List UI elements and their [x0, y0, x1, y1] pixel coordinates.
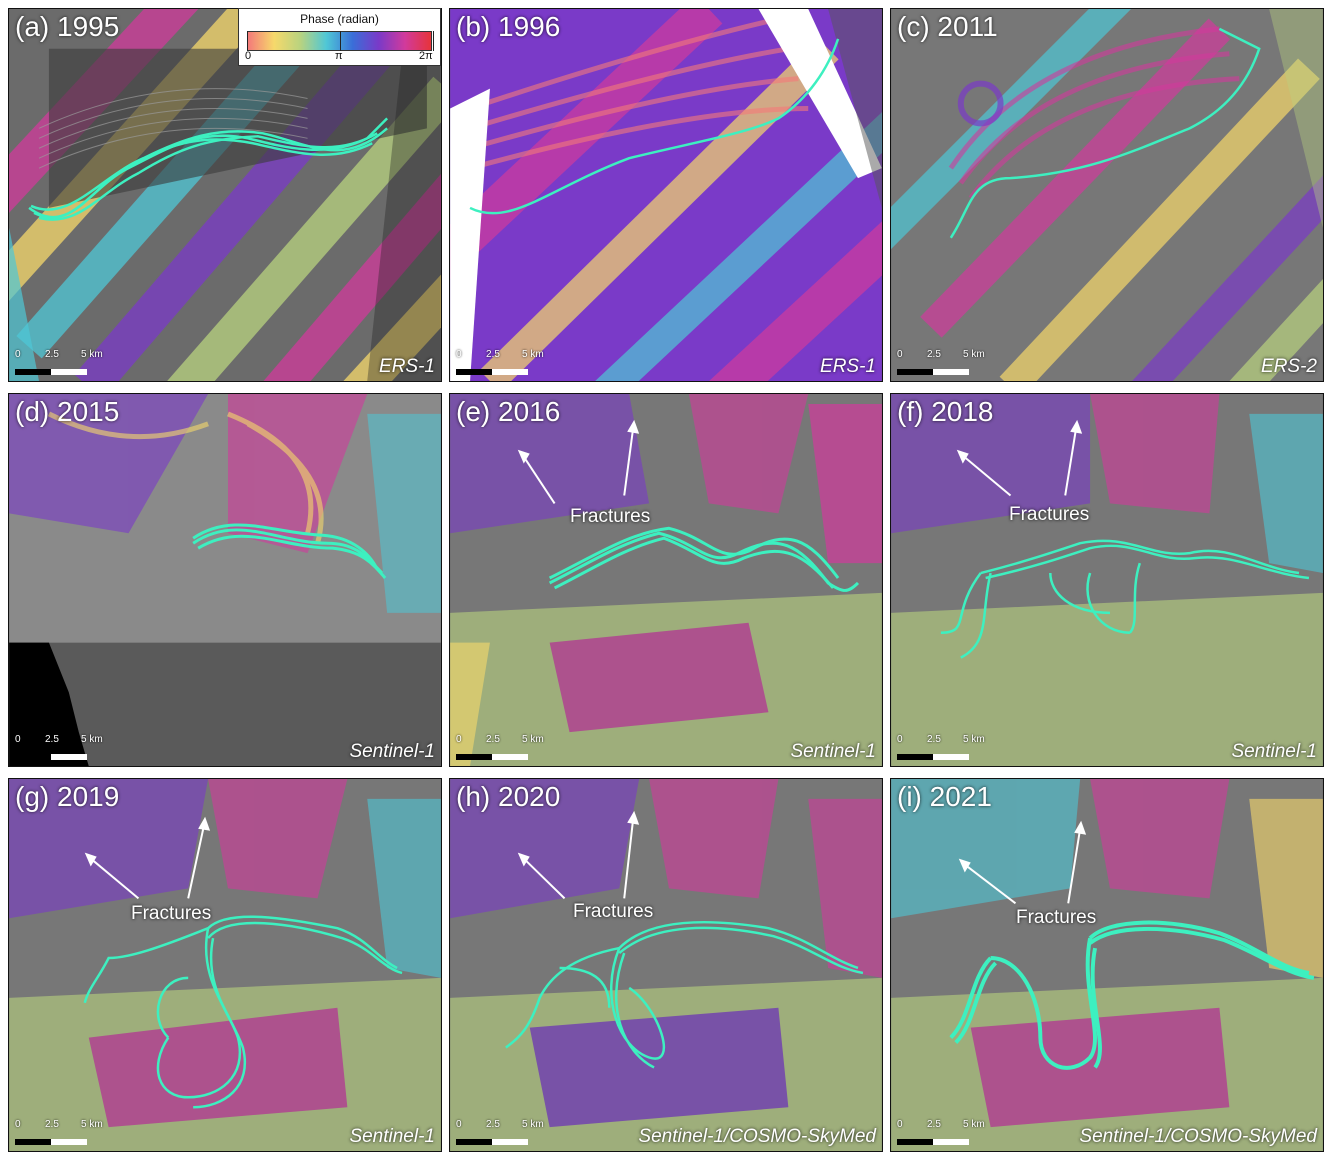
- interferogram-image: [891, 779, 1323, 1151]
- sensor-label: ERS-2: [1261, 356, 1317, 377]
- arrow-head-icon: [198, 816, 211, 831]
- panel-b: (b) 1996 ERS-1 0 2.5 5 km: [449, 8, 883, 382]
- panel-title: (c) 2011: [897, 11, 998, 42]
- fracture-label: Fractures: [1016, 907, 1097, 928]
- sensor-label: Sentinel-1/COSMO-SkyMed: [1079, 1126, 1317, 1147]
- panel-d: (d) 2015 Sentinel-1 0 2.5 5 km: [8, 393, 442, 767]
- arrow-head-icon: [627, 419, 640, 434]
- arrow-head-icon: [956, 449, 969, 464]
- scale-bar: 0 2.5 5 km: [15, 349, 135, 375]
- sensor-label: Sentinel-1: [349, 1126, 435, 1147]
- panel-title: (f) 2018: [897, 396, 994, 427]
- panel-title: (i) 2021: [897, 781, 992, 812]
- panel-h: (h) 2020 Fractures Sentinel-1/COSMO-SkyM…: [449, 778, 883, 1152]
- fracture-label: Fractures: [570, 506, 651, 527]
- panel-i: (i) 2021 Fractures Sentinel-1/COSMO-SkyM…: [890, 778, 1324, 1152]
- panel-title: (g) 2019: [15, 781, 120, 812]
- sensor-label: Sentinel-1: [1231, 741, 1317, 762]
- scale-bar: 0 2.5 5 km: [15, 1119, 135, 1145]
- arrow-head-icon: [627, 810, 640, 825]
- sensor-label: ERS-1: [820, 356, 876, 377]
- panel-title: (a) 1995: [15, 11, 120, 42]
- scale-bar: 0 2.5 5 km: [456, 734, 576, 760]
- panel-e: (e) 2016 Fractures Sentinel-1 0 2.5 5 km: [449, 393, 883, 767]
- colorbar-tick: π: [335, 50, 343, 62]
- interferogram-image: [9, 9, 441, 381]
- grounding-line-traces: [83, 915, 403, 1109]
- fracture-arrows: [90, 824, 206, 900]
- interferogram-image: [9, 394, 441, 766]
- grounding-line-traces: [548, 526, 860, 592]
- grounding-line-trace: [469, 38, 840, 215]
- fracture-label: Fractures: [131, 903, 212, 924]
- grounding-line-trace: [949, 27, 1261, 239]
- fracture-arrows: [523, 818, 635, 900]
- fracture-label: Fractures: [573, 901, 654, 922]
- panel-title: (d) 2015: [15, 396, 120, 427]
- interferogram-image: [891, 9, 1323, 381]
- scale-bar: 0 2.5 5 km: [15, 734, 135, 760]
- scale-bar: 0 2.5 5 km: [456, 349, 576, 375]
- arrow-head-icon: [517, 449, 530, 464]
- grounding-line-traces: [949, 920, 1315, 1070]
- arrow-head-icon: [1074, 820, 1087, 835]
- panel-title: (h) 2020: [456, 781, 561, 812]
- grounding-line-traces: [505, 921, 864, 1069]
- interferogram-image: [891, 394, 1323, 766]
- scale-bar: 0 2.5 5 km: [897, 734, 1017, 760]
- sensor-label: ERS-1: [379, 356, 435, 377]
- colorbar-title: Phase (radian): [300, 12, 379, 26]
- arrow-head-icon: [958, 858, 971, 873]
- phase-colorbar: Phase (radian) 0 π 2π: [238, 8, 441, 66]
- sensor-label: Sentinel-1: [790, 741, 876, 762]
- arrow-head-icon: [84, 852, 97, 867]
- grounding-line-traces: [192, 523, 387, 579]
- fracture-arrows: [522, 427, 635, 504]
- interferogram-image: [450, 394, 882, 766]
- panel-f: (f) 2018 Fractures Sentinel-1 0 2.5 5 km: [890, 393, 1324, 767]
- interferogram-image: [9, 779, 441, 1151]
- panel-title: (e) 2016: [456, 396, 561, 427]
- sensor-label: Sentinel-1/COSMO-SkyMed: [638, 1126, 876, 1147]
- grounding-line-traces: [940, 539, 1310, 659]
- interferogram-image: [450, 9, 882, 381]
- arrow-head-icon: [517, 852, 530, 867]
- grounding-line-traces: [28, 117, 389, 221]
- scale-bar: 0 2.5 5 km: [897, 349, 1017, 375]
- scale-bar: 0 2.5 5 km: [897, 1119, 1017, 1145]
- colorbar-tick: 2π: [419, 50, 433, 62]
- fracture-arrows: [962, 427, 1078, 497]
- colorbar-tick: 0: [245, 50, 252, 62]
- fracture-arrows: [964, 828, 1082, 905]
- panel-title: (b) 1996: [456, 11, 561, 42]
- interferogram-image: [450, 779, 882, 1151]
- scale-bar: 0 2.5 5 km: [456, 1119, 576, 1145]
- panel-g: (g) 2019 Fractures Sentinel-1 0 2.5 5 km: [8, 778, 442, 1152]
- fracture-label: Fractures: [1009, 504, 1090, 525]
- panel-c: (c) 2011 ERS-2 0 2.5 5 km: [890, 8, 1324, 382]
- arrow-head-icon: [1070, 419, 1083, 434]
- sensor-label: Sentinel-1: [349, 741, 435, 762]
- panel-a: (a) 1995 ERS-1 0 2.5 5 km: [8, 8, 442, 382]
